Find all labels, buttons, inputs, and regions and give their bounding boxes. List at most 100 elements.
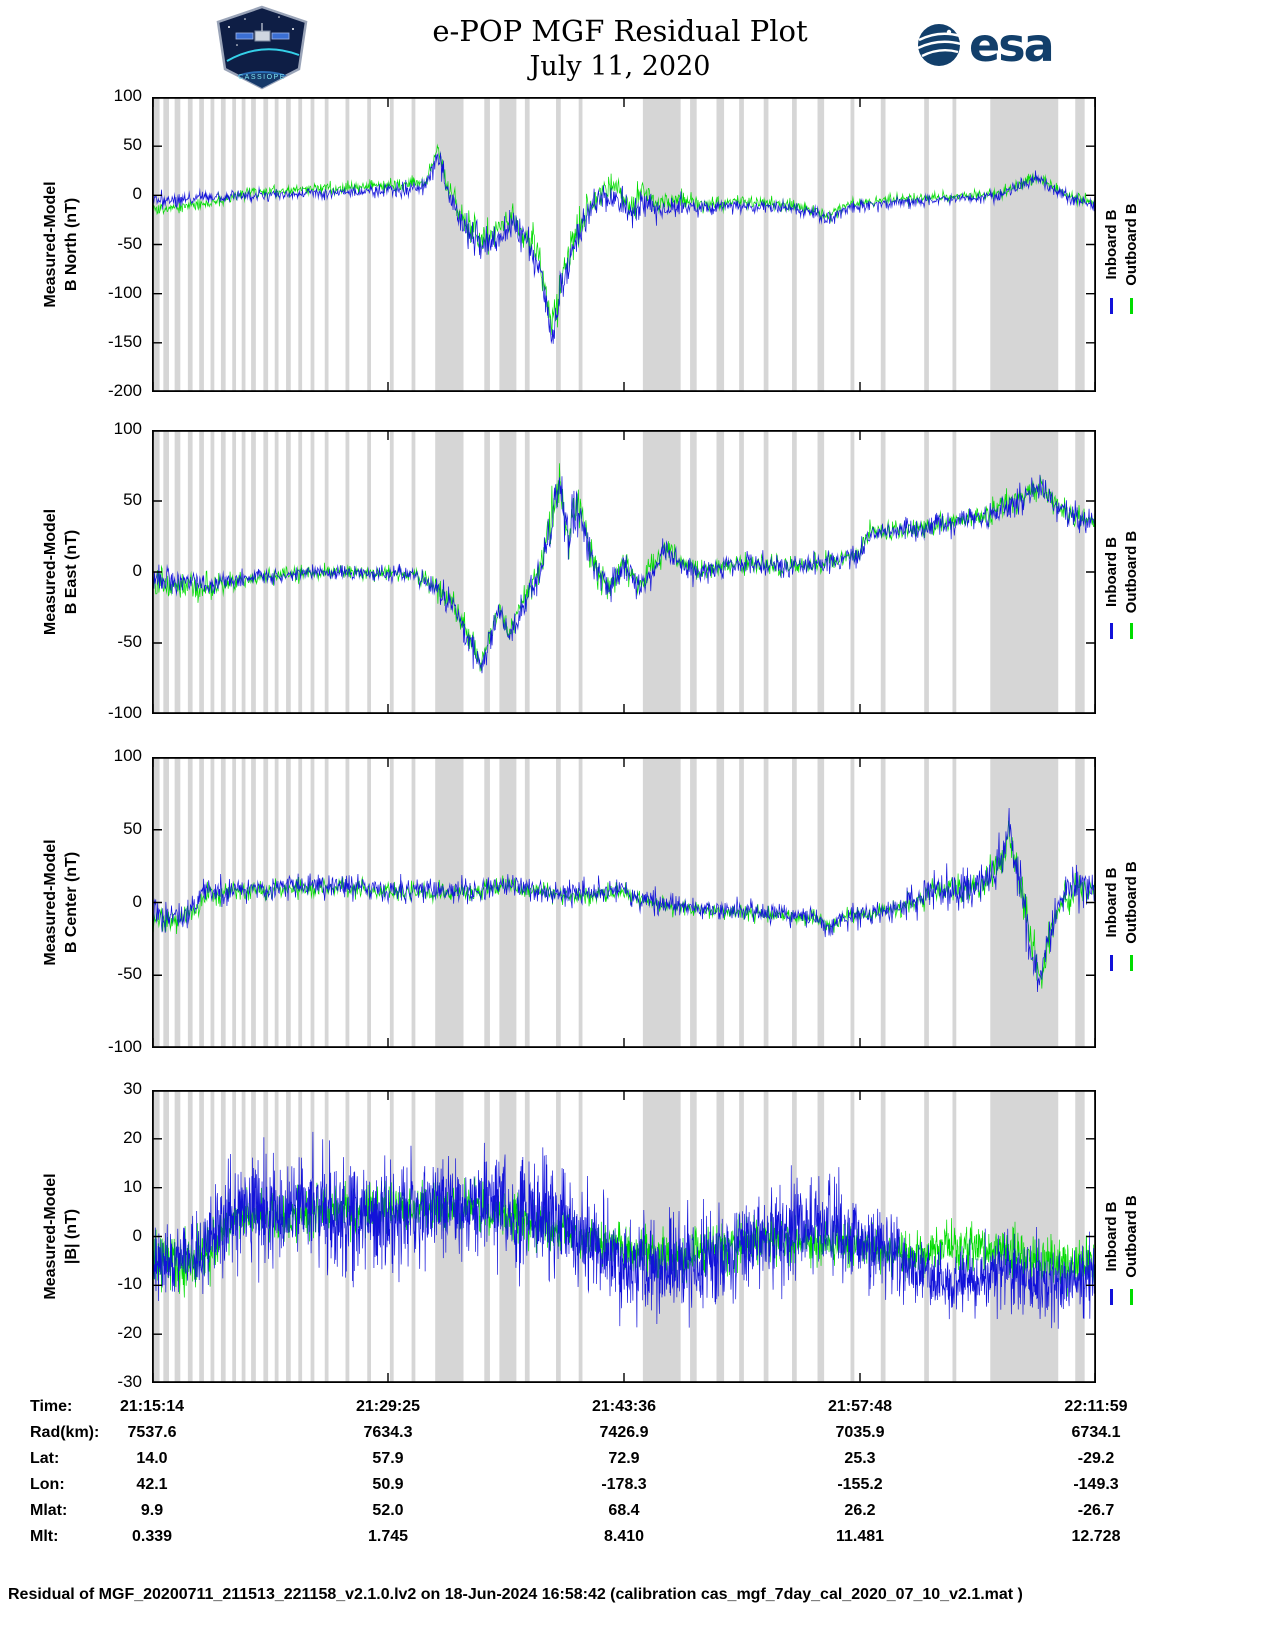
y-axis-label: Measured-Model B Center (nT) xyxy=(40,757,82,1048)
y-axis-label-line2: B North (nT) xyxy=(63,197,80,292)
table-row-label: Lat: xyxy=(30,1450,60,1467)
y-tick-label: 100 xyxy=(113,86,142,105)
table-value: 26.2 xyxy=(844,1502,876,1519)
plot-panel-b xyxy=(152,1090,1096,1383)
table-value: 7634.3 xyxy=(363,1424,413,1441)
table-value: 7035.9 xyxy=(835,1424,885,1441)
y-tick-label: 0 xyxy=(132,561,142,580)
y-tick-label: -200 xyxy=(107,381,142,400)
inboard-legend-label: Inboard B xyxy=(1103,209,1120,280)
table-value: 42.1 xyxy=(136,1476,168,1493)
table-row-label: Mlat: xyxy=(30,1502,68,1519)
panel-legend: Inboard B Outboard B xyxy=(1102,757,1142,1048)
table-value: -178.3 xyxy=(601,1476,647,1493)
outboard-legend-line-icon xyxy=(1130,297,1133,314)
table-value: 22:11:59 xyxy=(1064,1398,1128,1415)
header: e-POP MGF Residual Plot July 11, 2020 xyxy=(0,14,1240,82)
y-tick-label: 0 xyxy=(132,891,142,911)
esa-globe-icon xyxy=(917,24,962,66)
y-tick-label: 50 xyxy=(123,135,142,155)
table-value: 72.9 xyxy=(608,1450,640,1467)
table-value: 7537.6 xyxy=(127,1424,177,1441)
inboard-legend-label: Inboard B xyxy=(1103,1201,1120,1272)
table-value: -26.7 xyxy=(1077,1502,1115,1519)
outboard-legend-line-icon xyxy=(1130,954,1133,971)
inboard-legend-line-icon xyxy=(1110,1289,1113,1306)
table-row-label: Rad(km): xyxy=(30,1424,100,1441)
table-value: 68.4 xyxy=(608,1502,640,1519)
y-tick-label: 100 xyxy=(113,746,142,765)
table-row-label: Mlt: xyxy=(30,1528,59,1545)
y-axis-label-line1: Measured-Model xyxy=(42,839,59,966)
y-tick-label: -10 xyxy=(117,1274,142,1294)
y-tick-label: 0 xyxy=(132,1225,142,1245)
table-value: -149.3 xyxy=(1073,1476,1119,1493)
plot-panel-b-center xyxy=(152,757,1096,1048)
y-tick-label: 0 xyxy=(132,184,142,204)
y-axis-label-line1: Measured-Model xyxy=(42,1173,59,1300)
y-tick-label: -50 xyxy=(117,632,142,651)
outboard-legend-label: Outboard B xyxy=(1123,1195,1140,1278)
y-axis-label-line1: Measured-Model xyxy=(42,181,59,308)
table-value: 1.745 xyxy=(367,1528,409,1545)
plot-title: e-POP MGF Residual Plot xyxy=(432,14,808,48)
cassiope-patch-text: CASSIOPE xyxy=(238,74,286,81)
y-axis-label: Measured-Model |B| (nT) xyxy=(40,1090,82,1383)
y-axis-label-line2: |B| (nT) xyxy=(63,1208,80,1265)
y-tick-label: -100 xyxy=(107,282,142,302)
table-value: -155.2 xyxy=(837,1476,883,1493)
table-value: 0.339 xyxy=(131,1528,173,1545)
inboard-legend-label: Inboard B xyxy=(1103,537,1120,607)
table-value: 21:57:48 xyxy=(827,1398,893,1415)
y-tick-label: 20 xyxy=(123,1127,142,1147)
y-tick-label: -50 xyxy=(117,233,142,253)
inboard-legend-label: Inboard B xyxy=(1103,867,1120,938)
y-tick-label: -100 xyxy=(107,1037,142,1056)
table-value: 52.0 xyxy=(372,1502,404,1519)
table-value: 11.481 xyxy=(835,1528,885,1545)
plot-panel-b-east xyxy=(152,430,1096,714)
outboard-legend-line-icon xyxy=(1130,1289,1133,1306)
table-value: 6734.1 xyxy=(1071,1424,1121,1441)
y-tick-label: 10 xyxy=(123,1176,142,1196)
esa-logo: esa xyxy=(916,18,1055,72)
y-axis-label: Measured-Model B East (nT) xyxy=(40,430,82,714)
table-value: 21:29:25 xyxy=(355,1398,421,1415)
table-value: 8.410 xyxy=(603,1528,645,1545)
table-value: -29.2 xyxy=(1077,1450,1115,1467)
y-tick-label: -150 xyxy=(107,331,142,351)
table-value: 21:15:14 xyxy=(119,1398,185,1415)
table-value: 50.9 xyxy=(372,1476,404,1493)
y-axis-label-line2: B East (nT) xyxy=(63,529,80,615)
y-axis-label-line1: Measured-Model xyxy=(42,508,59,636)
outboard-legend-label: Outboard B xyxy=(1123,861,1140,944)
y-tick-label: -20 xyxy=(117,1323,142,1343)
plot-date: July 11, 2020 xyxy=(529,51,711,82)
esa-wordmark: esa xyxy=(969,18,1055,72)
inboard-legend-line-icon xyxy=(1110,297,1113,314)
outboard-legend-label: Outboard B xyxy=(1123,203,1140,286)
y-tick-label: 50 xyxy=(123,818,142,838)
table-value: 57.9 xyxy=(372,1450,404,1467)
y-axis-label-line2: B Center (nT) xyxy=(63,851,80,954)
calibration-footnote: Residual of MGF_20200711_211513_221158_v… xyxy=(8,1586,1023,1603)
y-tick-label: -30 xyxy=(117,1372,142,1391)
y-tick-label: -50 xyxy=(117,964,142,984)
outboard-legend-line-icon xyxy=(1130,623,1133,640)
table-row-label: Lon: xyxy=(30,1476,65,1493)
y-tick-label: 30 xyxy=(123,1079,142,1098)
outboard-legend-label: Outboard B xyxy=(1123,530,1140,614)
y-tick-label: -100 xyxy=(107,703,142,722)
y-tick-label: 50 xyxy=(123,490,142,509)
table-value: 7426.9 xyxy=(599,1424,649,1441)
panel-legend: Inboard B Outboard B xyxy=(1102,97,1142,392)
inboard-legend-line-icon xyxy=(1110,623,1113,640)
table-value: 14.0 xyxy=(136,1450,168,1467)
y-axis-label: Measured-Model B North (nT) xyxy=(40,97,82,392)
table-value: 12.728 xyxy=(1071,1528,1121,1545)
plot-panel-b-north xyxy=(152,97,1096,392)
panel-legend: Inboard B Outboard B xyxy=(1102,1090,1142,1383)
table-value: 21:43:36 xyxy=(591,1398,657,1415)
cassiope-mission-patch-icon: CASSIOPE xyxy=(216,5,308,90)
